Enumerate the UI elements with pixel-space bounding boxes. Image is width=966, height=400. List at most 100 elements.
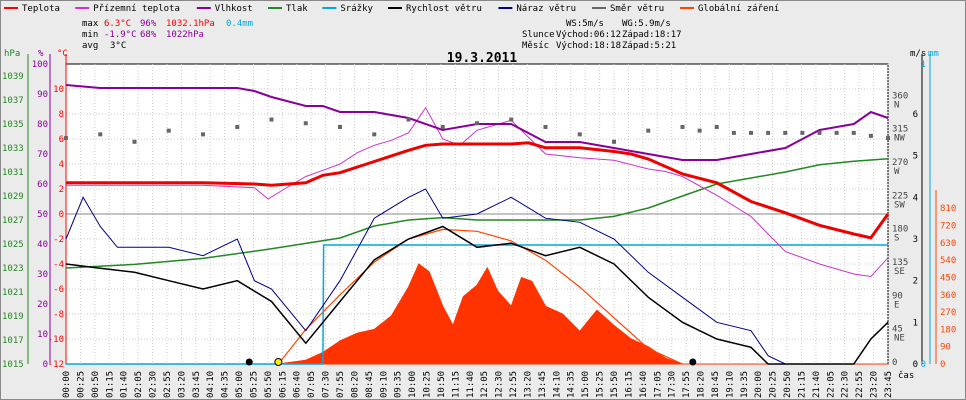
wind-direction-point [783,130,788,135]
direction-tick-label: 180 [892,225,908,235]
x-axis-label: čas [898,370,914,381]
radiation-tick-label: 450 [940,273,956,283]
humidity-tick-label: 10 [37,330,48,340]
moonset-marker [245,358,253,366]
wind-direction-point [800,130,805,135]
humidity-tick-label: 60 [37,180,48,190]
x-tick-label: 07:05 [307,371,317,398]
wind-direction-point [543,124,548,129]
series-pressure [65,158,889,269]
x-tick-label: 00:00 [62,371,72,398]
x-tick-label: 10:50 [437,371,447,398]
x-tick-label: 07:30 [322,371,332,398]
x-tick-label: 18:45 [711,371,721,398]
direction-tick-label: S [894,234,899,244]
stat-max-press: 1032.1hPa [166,19,215,29]
x-tick-label: 18:20 [697,371,707,398]
stat-max-label: max [82,19,99,29]
x-tick-label: 04:35 [221,371,231,398]
pressure-tick-label: 1015 [2,360,24,370]
x-tick-label: 10:25 [423,371,433,398]
x-tick-label: 14:10 [552,371,562,398]
wind-direction-point [166,128,171,133]
wind-direction-point [612,139,616,144]
x-tick-label: 03:20 [177,371,187,398]
direction-tick-label: 270 [892,158,908,168]
wind-direction-point [440,124,445,129]
astro-info: WS:5m/s WG:5.9m/s Slunce Východ:06:12 Zá… [522,19,682,51]
x-tick-label: 08:20 [350,371,360,398]
rain-tick-label: 0 [921,360,926,370]
direction-tick-label: N [894,100,899,110]
x-tick-label: 03:45 [192,371,202,398]
stat-min-press: 1022hPa [166,30,204,40]
windspeed-tick-label: 1 [913,318,918,328]
x-tick-label: 23:45 [884,371,894,398]
direction-tick-label: 225 [892,191,908,201]
temperature-tick-label: -4 [53,260,64,270]
pressure-tick-label: 1033 [2,144,24,154]
x-tick-label: 02:55 [163,371,173,398]
wind-direction-point [132,139,137,144]
pressure-tick-label: 1029 [2,192,24,202]
pressure-tick-label: 1025 [2,240,24,250]
radiation-tick-label: 630 [940,239,956,249]
x-tick-label: 07:55 [336,371,346,398]
humidity-unit: % [38,49,44,59]
sun-set: Západ:18:17 [622,30,682,40]
direction-tick-label: NE [894,334,905,344]
x-tick-label: 08:45 [365,371,375,398]
x-tick-label: 13:45 [538,371,548,398]
humidity-tick-label: 40 [37,240,48,250]
x-tick-label: 23:20 [870,371,880,398]
wind-direction-point [475,121,479,126]
pressure-tick-label: 1023 [2,264,24,274]
series-temperature [66,141,890,240]
x-tick-label: 11:40 [466,371,476,398]
stat-max-temp: 6.3°C [104,19,131,29]
wind-direction-point [680,124,685,129]
wind-direction-point [886,136,890,141]
stat-avg-label: avg [82,41,98,51]
x-tick-label: 14:35 [567,371,577,398]
x-tick-label: 22:55 [855,371,865,398]
x-tick-label: 21:15 [797,371,807,398]
x-tick-label: 10:00 [408,371,418,398]
direction-tick-label: NW [894,134,905,144]
x-tick-label: 06:15 [278,371,288,398]
x-tick-label: 00:50 [91,371,101,398]
direction-tick-label: 315 [892,125,908,135]
x-tick-label: 13:20 [523,371,533,398]
temperature-tick-label: -2 [53,235,64,245]
direction-tick-label: SE [894,267,905,277]
windspeed-unit: m/s [910,49,926,59]
sun-label: Slunce [522,30,555,40]
temperature-unit: °C [57,49,68,59]
x-tick-label: 17:30 [668,371,678,398]
radiation-tick-label: 720 [940,222,956,232]
humidity-tick-label: 100 [32,60,48,70]
wind-direction-point [372,132,377,137]
wind-direction-point [766,130,771,135]
windspeed-tick-label: 2 [913,277,918,287]
x-tick-label: 06:40 [293,371,303,398]
pressure-tick-label: 1037 [2,96,24,106]
stat-min-label: min [82,30,98,40]
pressure-tick-label: 1039 [2,72,24,82]
wind-direction-point [64,136,68,141]
temperature-tick-label: 0 [59,210,64,220]
x-tick-label: 05:00 [235,371,245,398]
series-theoretical-radiation [277,228,683,365]
direction-tick-label: 135 [892,258,908,268]
x-tick-label: 12:05 [480,371,490,398]
moonrise-marker [689,358,697,366]
pressure-tick-label: 1019 [2,312,24,322]
x-tick-label: 00:25 [76,371,86,398]
x-tick-label: 04:10 [206,371,216,398]
temperature-tick-label: -10 [48,335,64,345]
temperature-tick-label: 6 [59,135,64,145]
windspeed-tick-label: 0 [913,360,918,370]
radiation-tick-label: 90 [940,343,951,353]
x-tick-label: 22:05 [826,371,836,398]
stat-min-temp: -1.9°C [104,30,137,40]
